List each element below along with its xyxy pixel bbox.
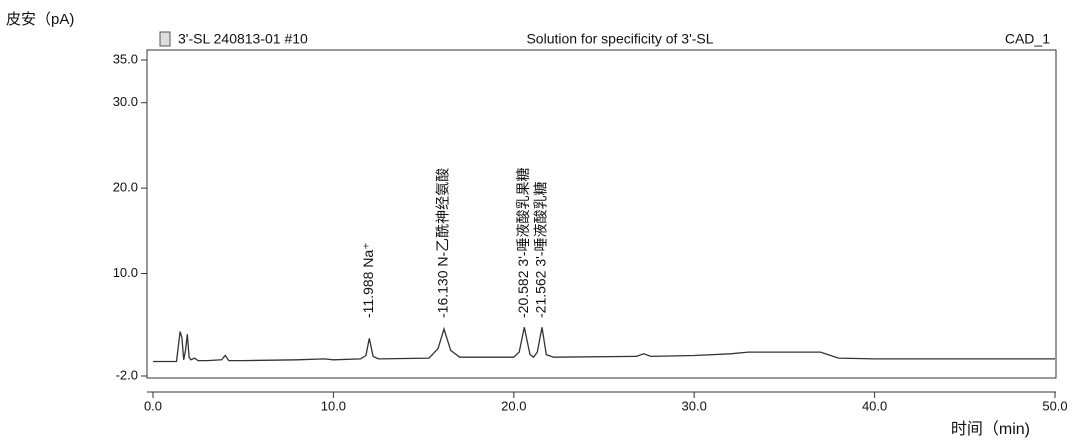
peak-label: -16.130 N-乙酰神经氨酸 — [435, 168, 451, 318]
icon — [159, 31, 171, 47]
chromatogram-line — [153, 326, 1055, 363]
plot-frame — [146, 49, 1057, 379]
peak-label: -20.582 3'-唾液酸乳果糖 — [515, 168, 531, 319]
x-tick-label: 30.0 — [682, 398, 707, 413]
x-tick-label: 50.0 — [1042, 398, 1067, 413]
y-tick-label: 20.0 — [113, 180, 138, 195]
y-axis-label: 皮安（pA) — [6, 11, 74, 28]
peak-label: -21.562 3'-唾液酸乳糖 — [533, 182, 549, 319]
x-tick-label: 10.0 — [321, 398, 346, 413]
y-tick-label: 35.0 — [113, 51, 138, 66]
x-tick-label: 0.0 — [144, 398, 162, 413]
header-right: CAD_1 — [1005, 31, 1050, 47]
y-tick-label: 10.0 — [113, 265, 138, 280]
y-tick-label: 30.0 — [113, 94, 138, 109]
y-tick-label: -2.0 — [116, 367, 138, 382]
x-axis-label: 时间（min) — [951, 420, 1030, 438]
x-tick-label: 40.0 — [862, 398, 887, 413]
chart-title: Solution for specificity of 3'-SL — [526, 31, 713, 47]
header-left: 3'-SL 240813-01 #10 — [178, 31, 308, 47]
peak-label: -11.988 Na⁺ — [360, 242, 376, 318]
x-tick-label: 20.0 — [501, 398, 526, 413]
